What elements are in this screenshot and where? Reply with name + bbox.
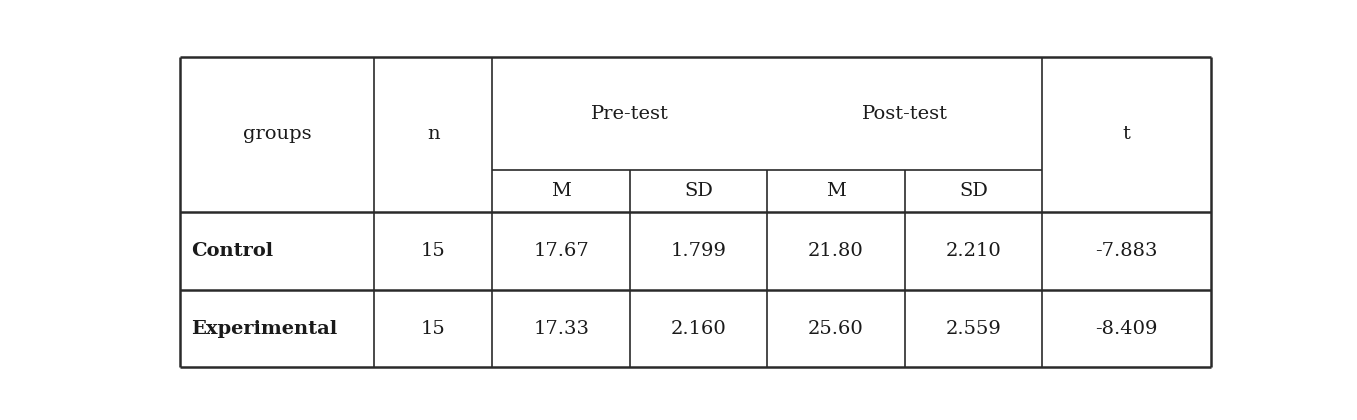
Text: groups: groups bbox=[243, 126, 311, 144]
Text: n: n bbox=[427, 126, 440, 144]
Text: 25.60: 25.60 bbox=[809, 320, 864, 338]
Text: Pre-test: Pre-test bbox=[590, 105, 669, 123]
Text: 2.160: 2.160 bbox=[670, 320, 726, 338]
Text: M: M bbox=[826, 182, 845, 200]
Text: 15: 15 bbox=[421, 320, 445, 338]
Text: 2.210: 2.210 bbox=[946, 242, 1001, 260]
Text: 21.80: 21.80 bbox=[809, 242, 864, 260]
Text: 17.33: 17.33 bbox=[533, 320, 589, 338]
Text: 15: 15 bbox=[421, 242, 445, 260]
Text: Control: Control bbox=[190, 242, 273, 260]
Text: Post-test: Post-test bbox=[862, 105, 947, 123]
Text: 1.799: 1.799 bbox=[670, 242, 726, 260]
Text: Experimental: Experimental bbox=[190, 320, 337, 338]
Text: SD: SD bbox=[959, 182, 988, 200]
Text: M: M bbox=[551, 182, 571, 200]
Text: SD: SD bbox=[684, 182, 712, 200]
Text: 17.67: 17.67 bbox=[533, 242, 589, 260]
Text: -8.409: -8.409 bbox=[1095, 320, 1158, 338]
Text: t: t bbox=[1122, 126, 1130, 144]
Text: 2.559: 2.559 bbox=[946, 320, 1001, 338]
Text: -7.883: -7.883 bbox=[1095, 242, 1158, 260]
